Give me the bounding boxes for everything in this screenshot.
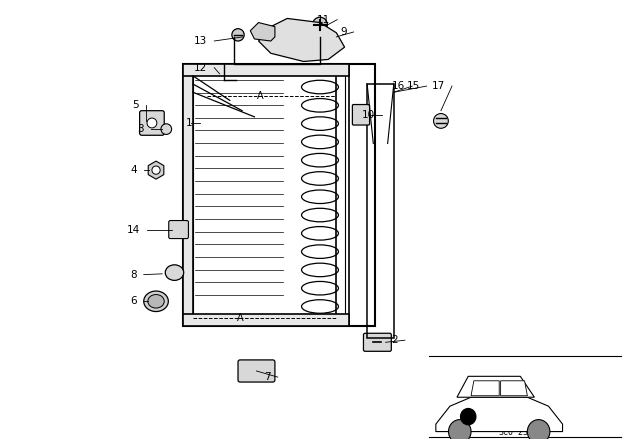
Ellipse shape <box>301 208 339 222</box>
Ellipse shape <box>165 265 184 280</box>
Bar <box>367 84 394 338</box>
Text: 3C0*2382: 3C0*2382 <box>499 428 538 437</box>
Ellipse shape <box>301 135 339 149</box>
Circle shape <box>449 420 471 444</box>
Text: 10: 10 <box>362 110 375 120</box>
Circle shape <box>433 113 448 128</box>
Ellipse shape <box>301 263 339 277</box>
Ellipse shape <box>301 227 339 240</box>
Text: 13: 13 <box>194 36 207 46</box>
Circle shape <box>161 124 172 134</box>
Circle shape <box>232 29 244 41</box>
Ellipse shape <box>301 190 339 203</box>
Text: 11: 11 <box>317 15 330 25</box>
Text: 16: 16 <box>392 81 405 91</box>
Circle shape <box>147 118 157 128</box>
Polygon shape <box>259 18 344 61</box>
Text: 7: 7 <box>264 372 271 382</box>
FancyBboxPatch shape <box>169 220 188 239</box>
Circle shape <box>312 17 328 32</box>
Bar <box>182 64 375 326</box>
Text: 17: 17 <box>432 81 445 91</box>
Bar <box>193 72 344 318</box>
Polygon shape <box>500 381 527 396</box>
Polygon shape <box>250 22 275 41</box>
Ellipse shape <box>301 153 339 167</box>
Bar <box>337 64 349 326</box>
Ellipse shape <box>301 300 339 313</box>
Text: 2: 2 <box>391 335 398 345</box>
Circle shape <box>152 166 160 174</box>
Text: 9: 9 <box>340 27 347 37</box>
FancyBboxPatch shape <box>353 104 370 125</box>
Bar <box>182 64 193 326</box>
Polygon shape <box>471 381 499 396</box>
Text: 4: 4 <box>130 165 137 175</box>
FancyBboxPatch shape <box>364 333 391 351</box>
Text: 6: 6 <box>130 296 137 306</box>
Text: 1: 1 <box>186 118 193 128</box>
FancyBboxPatch shape <box>238 360 275 382</box>
Ellipse shape <box>301 117 339 130</box>
Circle shape <box>527 420 550 444</box>
Ellipse shape <box>144 291 168 311</box>
Ellipse shape <box>301 172 339 185</box>
Polygon shape <box>457 376 534 397</box>
FancyBboxPatch shape <box>140 111 164 135</box>
Text: A: A <box>257 91 264 101</box>
Ellipse shape <box>301 99 339 112</box>
Text: 5: 5 <box>132 99 139 109</box>
Text: 8: 8 <box>130 270 137 280</box>
Circle shape <box>461 409 476 425</box>
Ellipse shape <box>148 294 164 308</box>
Text: 15: 15 <box>406 81 420 91</box>
Ellipse shape <box>301 245 339 258</box>
Text: 3: 3 <box>137 124 144 134</box>
Text: 14: 14 <box>126 224 140 235</box>
Ellipse shape <box>301 281 339 295</box>
Text: 12: 12 <box>194 63 207 73</box>
Text: A: A <box>237 313 243 323</box>
Ellipse shape <box>301 80 339 94</box>
Polygon shape <box>436 397 563 431</box>
Bar <box>182 314 349 326</box>
Bar <box>182 64 349 76</box>
